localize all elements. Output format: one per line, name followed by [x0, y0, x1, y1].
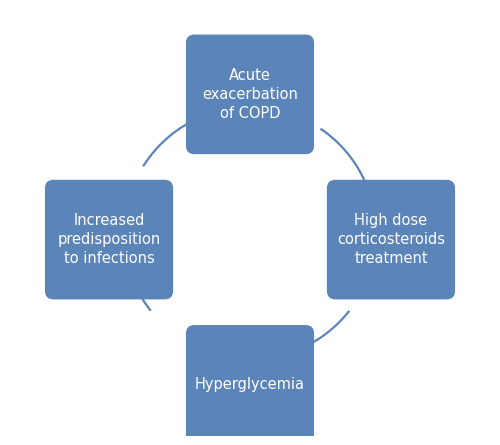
Text: Hyperglycemia: Hyperglycemia — [195, 377, 305, 392]
FancyBboxPatch shape — [45, 180, 173, 299]
Text: Acute
exacerbation
of COPD: Acute exacerbation of COPD — [202, 68, 298, 121]
FancyBboxPatch shape — [186, 35, 314, 154]
FancyBboxPatch shape — [186, 325, 314, 445]
Text: Increased
predisposition
to infections: Increased predisposition to infections — [58, 213, 160, 266]
FancyBboxPatch shape — [327, 180, 455, 299]
Text: High dose
corticosteroids
treatment: High dose corticosteroids treatment — [337, 213, 445, 266]
